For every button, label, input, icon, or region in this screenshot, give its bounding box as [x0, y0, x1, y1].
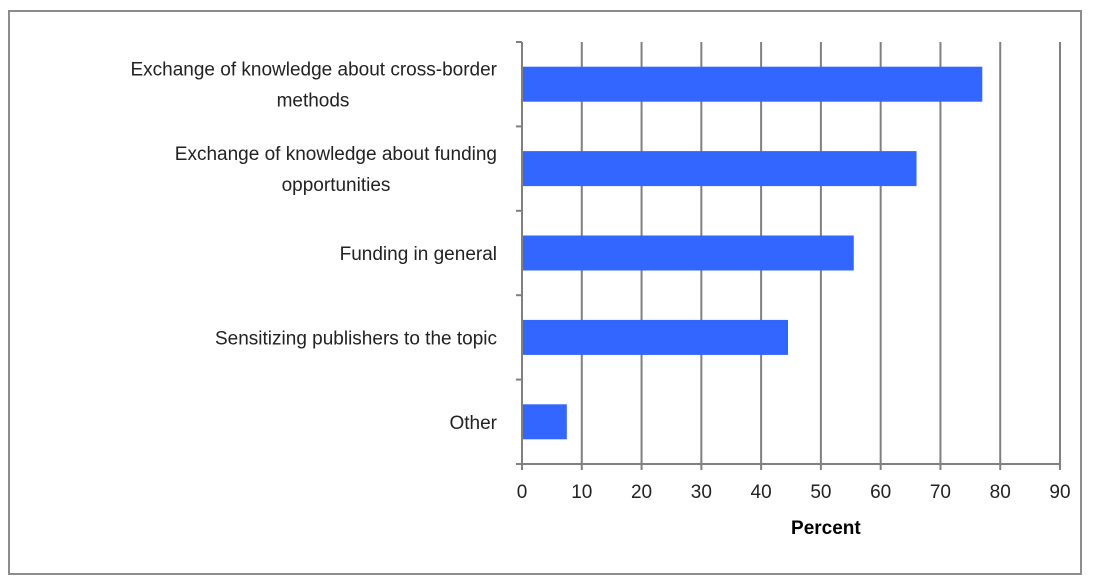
- bar: [523, 66, 983, 102]
- category-label: Exchange of knowledge about funding: [175, 144, 497, 165]
- x-tick-label: 50: [810, 482, 831, 503]
- bar: [523, 151, 917, 187]
- gridlines: [580, 42, 1061, 464]
- category-label: Exchange of knowledge about cross-border: [130, 60, 497, 81]
- bar: [523, 235, 854, 271]
- x-tick-label: 70: [930, 482, 951, 503]
- bars: [523, 66, 983, 440]
- category-label: Sensitizing publishers to the topic: [215, 328, 497, 349]
- bar: [523, 404, 567, 440]
- x-tick-label: 40: [751, 482, 772, 503]
- axes: [516, 41, 1061, 470]
- category-labels: Exchange of knowledge about cross-border…: [130, 60, 497, 434]
- x-tick-label: 20: [631, 482, 652, 503]
- chart-frame: [8, 10, 1082, 575]
- x-tick-label: 30: [691, 482, 712, 503]
- category-label: Funding in general: [340, 244, 497, 265]
- x-tick-label: 0: [517, 482, 528, 503]
- x-tick-label: 80: [990, 482, 1011, 503]
- category-label: Other: [449, 413, 497, 434]
- x-tick-label: 60: [870, 482, 891, 503]
- bar: [523, 319, 789, 355]
- x-tick-labels: 0 10 20 30 40 50 60 70 80 90: [517, 482, 1071, 503]
- category-label: opportunities: [282, 175, 391, 196]
- x-tick-label: 10: [571, 482, 592, 503]
- x-axis-title: Percent: [791, 518, 861, 539]
- category-label: methods: [277, 91, 350, 112]
- x-tick-label: 90: [1049, 482, 1070, 503]
